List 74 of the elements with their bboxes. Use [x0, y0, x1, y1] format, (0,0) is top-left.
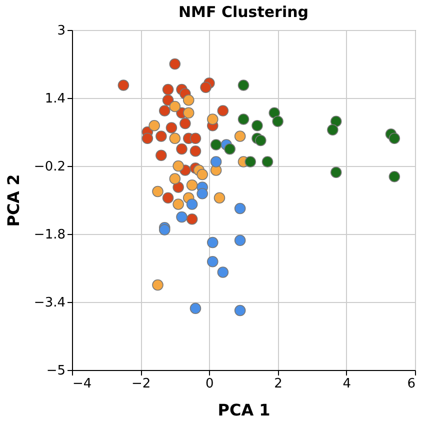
point: [244, 156, 256, 168]
point: [186, 198, 198, 210]
point: [196, 168, 208, 180]
point: [327, 124, 338, 136]
point: [182, 94, 194, 106]
point: [234, 304, 246, 316]
point: [252, 120, 263, 132]
y-tick-label: −5: [46, 364, 66, 378]
chart-title: NMF Clustering: [178, 3, 309, 21]
point: [196, 188, 208, 200]
point: [206, 114, 218, 125]
point: [210, 139, 222, 150]
point: [176, 143, 188, 155]
point: [217, 105, 229, 116]
x-tick-label: −4: [72, 376, 92, 392]
y-tick-label: −3.4: [34, 296, 66, 310]
point: [172, 160, 184, 172]
point: [186, 179, 198, 191]
point: [262, 156, 274, 168]
point: [156, 150, 167, 162]
point: [169, 58, 181, 70]
x-tick-label: 0: [206, 376, 214, 392]
point: [330, 116, 342, 128]
point: [190, 132, 202, 144]
point: [234, 234, 246, 246]
point: [234, 130, 246, 142]
x-axis-title: PCA 1: [218, 400, 270, 420]
point: [272, 116, 284, 128]
point: [142, 132, 154, 144]
point: [214, 192, 226, 204]
point: [152, 186, 164, 198]
point: [162, 192, 174, 204]
point: [206, 236, 218, 248]
y-tick-label: −0.2: [34, 160, 66, 174]
y-tick-label: 1.4: [44, 92, 66, 106]
point: [162, 84, 174, 96]
point: [238, 114, 250, 125]
point: [180, 118, 191, 130]
y-tick-label: 3: [57, 24, 66, 38]
x-tick-label: 4: [342, 376, 352, 392]
point: [162, 94, 174, 106]
point: [186, 213, 198, 225]
point: [172, 182, 184, 193]
point: [206, 256, 218, 268]
point: [255, 134, 266, 146]
point: [330, 166, 342, 178]
point: [268, 107, 280, 119]
point: [152, 279, 164, 291]
point: [166, 122, 178, 134]
point: [176, 211, 188, 223]
point: [200, 82, 212, 94]
point: [158, 105, 170, 116]
point: [388, 170, 400, 182]
y-tick-label: −1.8: [34, 228, 66, 242]
point: [217, 266, 229, 278]
point: [169, 173, 181, 184]
point: [169, 100, 181, 112]
point: [190, 302, 202, 314]
point: [148, 120, 160, 132]
x-tick-label: −2: [132, 376, 151, 392]
point: [118, 80, 130, 91]
point: [238, 80, 250, 91]
point: [388, 132, 400, 144]
point: [182, 107, 194, 119]
point: [169, 132, 181, 144]
x-tick-label: 6: [407, 376, 416, 392]
point: [210, 156, 222, 168]
point: [156, 130, 167, 142]
x-tick-label: 2: [274, 376, 282, 392]
point: [172, 198, 184, 210]
point: [190, 145, 202, 157]
y-axis-title: PCA 2: [4, 174, 23, 227]
point: [234, 202, 246, 214]
point: [158, 224, 170, 236]
